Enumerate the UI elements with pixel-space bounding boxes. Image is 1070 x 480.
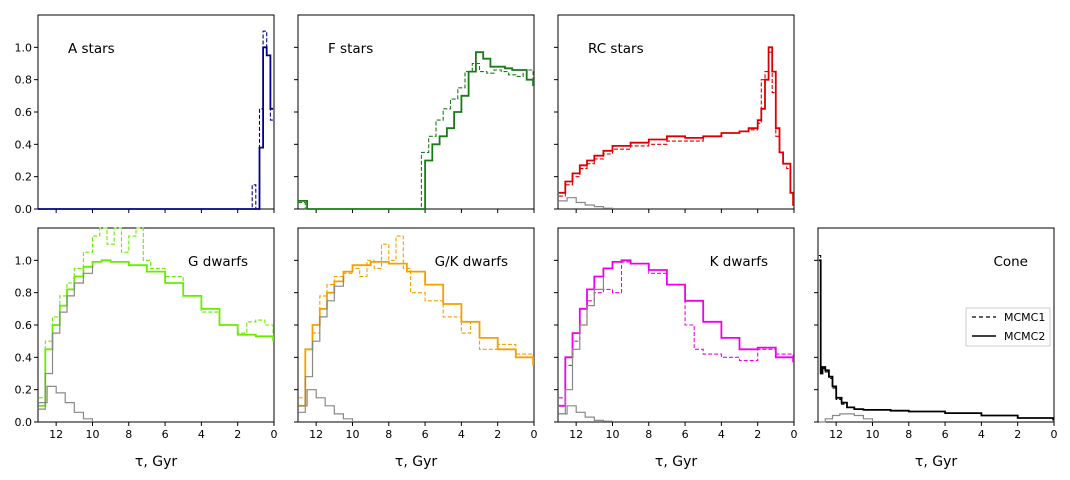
- x-tick-label: 10: [85, 428, 99, 441]
- panel-title: A stars: [68, 41, 115, 57]
- x-axis-label: τ, Gyr: [135, 454, 177, 470]
- legend-box: [965, 307, 1051, 347]
- x-tick-label: 12: [49, 428, 63, 441]
- y-tick-label: 1.0: [15, 41, 33, 54]
- x-tick-label: 10: [865, 428, 879, 441]
- panel-title: G/K dwarfs: [435, 254, 508, 270]
- legend-entry-mcmc2: MCMC2: [1004, 330, 1045, 343]
- reference-line: [558, 405, 614, 422]
- y-tick-label: 0.8: [15, 74, 33, 87]
- series-mcmc1: [558, 51, 794, 206]
- y-tick-label: 0.0: [15, 203, 33, 216]
- panel-title: RC stars: [588, 41, 644, 57]
- series-mcmc1: [38, 227, 274, 399]
- x-axis-label: τ, Gyr: [915, 454, 957, 470]
- x-tick-label: 6: [942, 428, 949, 441]
- series-mcmc2: [298, 261, 534, 407]
- x-tick-label: 6: [162, 428, 169, 441]
- x-tick-label: 2: [754, 428, 761, 441]
- x-tick-label: 12: [569, 428, 583, 441]
- x-tick-label: 2: [1014, 428, 1021, 441]
- panel: RC stars: [554, 14, 795, 213]
- reference-line: [558, 197, 614, 209]
- series-mcmc2: [558, 46, 794, 206]
- reference-line: [298, 276, 344, 413]
- series-mcmc1: [38, 30, 274, 210]
- panel-title: Cone: [993, 254, 1028, 270]
- x-axis-label: τ, Gyr: [395, 454, 437, 470]
- x-tick-label: 10: [605, 428, 619, 441]
- x-tick-label: 4: [718, 428, 725, 441]
- y-tick-label: 0.2: [15, 171, 33, 184]
- x-tick-label: 4: [978, 428, 985, 441]
- panel: 0.0 0.2 0.4 0.6 0.8 1.0 A stars: [15, 14, 275, 216]
- x-tick-label: 0: [791, 428, 798, 441]
- x-tick-label: 8: [385, 428, 392, 441]
- x-tick-label: 10: [345, 428, 359, 441]
- series-mcmc2: [38, 46, 274, 210]
- panel-title: G dwarfs: [188, 254, 248, 270]
- y-tick-label: 0.2: [15, 384, 33, 397]
- y-tick-label: 0.4: [15, 138, 33, 151]
- x-tick-label: 12: [309, 428, 323, 441]
- panel: 12 10 8 6 4 2 0 Cone τ, Gyr: [814, 227, 1058, 470]
- series-mcmc1: [298, 62, 534, 210]
- legend: MCMC1 MCMC2: [965, 307, 1051, 347]
- panel: 12 10 8 6 4 2 0 G/K dwarfs τ, Gyr: [294, 227, 538, 470]
- reference-line: [38, 265, 94, 410]
- x-tick-label: 6: [682, 428, 689, 441]
- x-tick-label: 12: [829, 428, 843, 441]
- y-tick-label: 0.8: [15, 287, 33, 300]
- panel-title: F stars: [328, 41, 373, 57]
- y-tick-label: 1.0: [15, 254, 33, 267]
- x-tick-label: 6: [422, 428, 429, 441]
- x-tick-label: 8: [905, 428, 912, 441]
- x-tick-label: 2: [494, 428, 501, 441]
- reference-line: [298, 389, 354, 422]
- reference-line: [558, 276, 604, 415]
- panel-title: K dwarfs: [710, 254, 768, 270]
- series-mcmc1: [818, 254, 1054, 421]
- x-tick-label: 4: [198, 428, 205, 441]
- x-tick-label: 0: [1051, 428, 1058, 441]
- x-tick-label: 4: [458, 428, 465, 441]
- y-tick-label: 0.6: [15, 106, 33, 119]
- panel: F stars: [294, 14, 535, 213]
- legend-entry-mcmc1: MCMC1: [1004, 311, 1045, 324]
- y-tick-label: 0.0: [15, 416, 33, 429]
- x-tick-label: 0: [531, 428, 538, 441]
- y-tick-label: 0.4: [15, 351, 33, 364]
- x-axis-label: τ, Gyr: [655, 454, 697, 470]
- panel: 12 10 8 6 4 2 0 K dwarfs τ, Gyr: [554, 227, 798, 470]
- panels: 0.0 0.2 0.4 0.6 0.8 1.0 A stars F stars RC stars…: [15, 14, 1058, 470]
- x-tick-label: 8: [125, 428, 132, 441]
- series-mcmc2: [298, 51, 534, 210]
- x-tick-label: 0: [271, 428, 278, 441]
- y-tick-label: 0.6: [15, 319, 33, 332]
- x-tick-label: 8: [645, 428, 652, 441]
- x-tick-label: 2: [234, 428, 241, 441]
- reference-line: [818, 413, 874, 423]
- panel: 12 10 8 6 4 2 0 0.0 0.2 0.4 0.6 0.8 1.0 G dwarfs τ, Gy…: [15, 227, 278, 470]
- reference-line: [38, 385, 94, 422]
- series-mcmc2: [558, 259, 794, 407]
